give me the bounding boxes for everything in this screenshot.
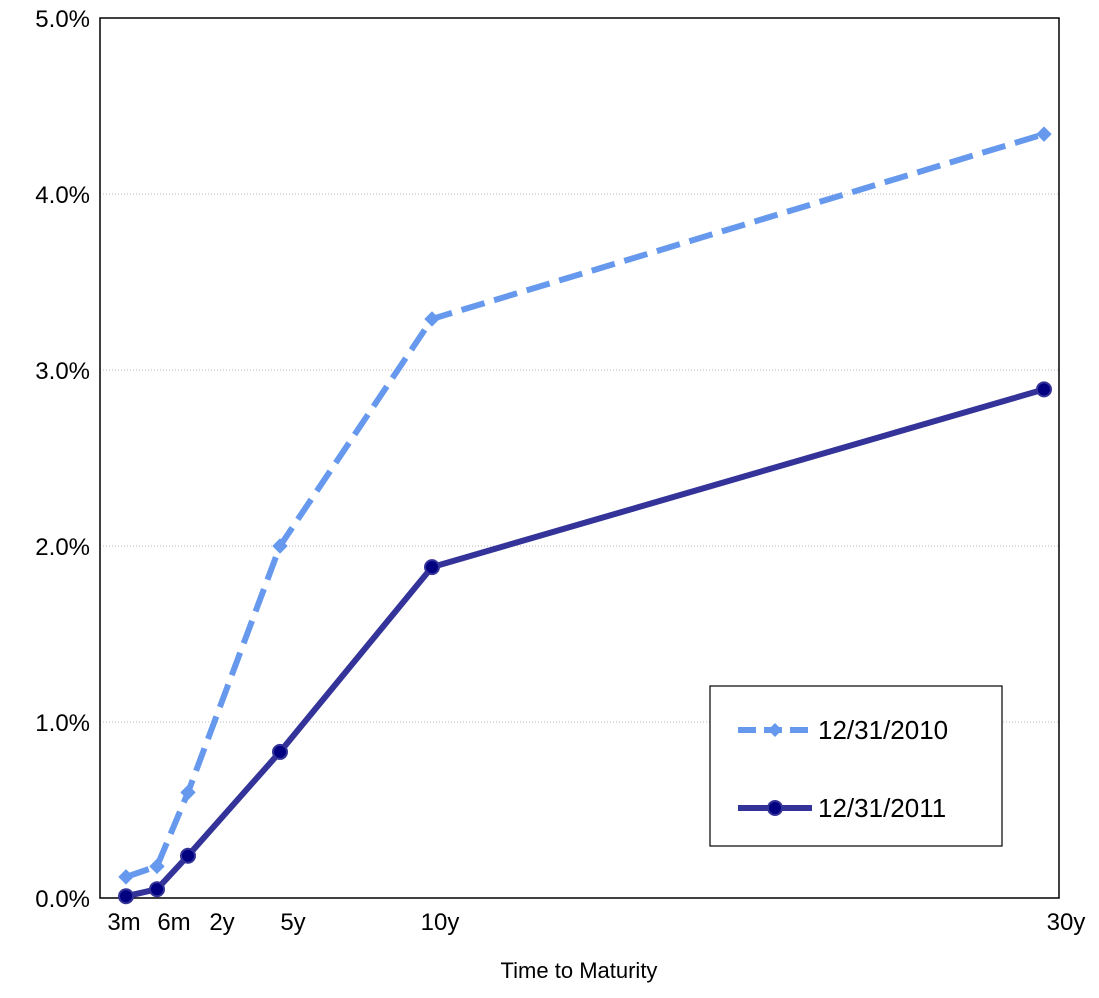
x-tick-label: 5y [280, 909, 305, 936]
legend-item: 12/31/2011 [738, 793, 946, 823]
x-tick-label: 10y [421, 909, 460, 936]
plot-area-frame [99, 17, 1060, 899]
data-point-marker [149, 881, 165, 898]
data-point-marker [118, 869, 134, 885]
data-point-marker [424, 559, 440, 576]
x-tick-label: 6m [157, 909, 190, 936]
x-tick-label: 3m [107, 909, 140, 936]
series-2 [118, 381, 1052, 905]
series-1 [118, 126, 1052, 885]
data-point-marker [424, 311, 440, 327]
y-tick-label: 2.0% [35, 534, 90, 561]
legend-item: 12/31/2010 [738, 715, 948, 745]
y-tick-label: 5.0% [35, 6, 90, 33]
data-point-marker [272, 743, 288, 760]
legend-marker [768, 723, 782, 737]
data-point-marker [272, 538, 288, 554]
x-tick-label: 30y [1047, 909, 1086, 936]
series-lines [118, 126, 1052, 905]
data-point-marker [149, 858, 165, 875]
data-point-marker [180, 847, 196, 864]
data-point-marker [1036, 126, 1052, 142]
y-tick-label: 0.0% [35, 886, 90, 913]
x-axis-tick-labels: 3m 6m 2y 5y 10y 30y [107, 909, 1085, 936]
y-tick-label: 1.0% [35, 710, 90, 737]
data-point-marker [180, 784, 196, 801]
data-point-marker [1036, 381, 1052, 398]
legend-box [709, 685, 1003, 847]
legend-marker [767, 800, 783, 816]
x-tick-label: 2y [209, 909, 234, 936]
y-axis-tick-labels: 0.0% 1.0% 2.0% 3.0% 4.0% 5.0% [35, 6, 90, 913]
legend-label: 12/31/2010 [818, 715, 948, 745]
legend: 12/31/2010 12/31/2011 [709, 685, 1003, 847]
y-tick-label: 3.0% [35, 358, 90, 385]
y-tick-label: 4.0% [35, 182, 90, 209]
x-axis-title: Time to Maturity [501, 958, 658, 983]
series-line [125, 131, 1045, 880]
gridlines [100, 193, 1059, 723]
legend-label: 12/31/2011 [818, 793, 946, 823]
data-point-marker [118, 888, 134, 905]
